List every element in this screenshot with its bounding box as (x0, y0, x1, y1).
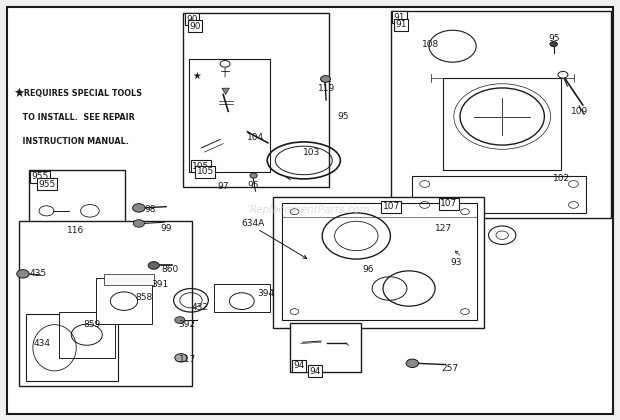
Text: 391: 391 (151, 280, 169, 289)
Text: 955: 955 (32, 172, 49, 181)
Text: 103: 103 (303, 147, 320, 157)
FancyBboxPatch shape (391, 10, 611, 218)
Text: 109: 109 (571, 107, 588, 116)
Text: 97: 97 (218, 182, 229, 192)
Text: ★: ★ (193, 71, 202, 81)
Text: 95: 95 (338, 112, 349, 121)
Text: 392: 392 (179, 320, 196, 329)
Text: INSTRUCTION MANUAL.: INSTRUCTION MANUAL. (17, 137, 129, 147)
Text: 102: 102 (552, 174, 570, 183)
Text: 95: 95 (247, 181, 259, 190)
Polygon shape (222, 88, 229, 95)
Text: 98: 98 (144, 205, 156, 215)
Text: 99: 99 (161, 224, 172, 233)
Circle shape (17, 270, 29, 278)
Circle shape (148, 262, 159, 269)
Text: 394: 394 (257, 289, 274, 298)
FancyBboxPatch shape (282, 203, 477, 320)
Text: 859: 859 (83, 320, 100, 329)
Text: 90: 90 (186, 15, 198, 24)
FancyBboxPatch shape (29, 170, 125, 235)
Circle shape (250, 173, 257, 178)
Text: 955: 955 (38, 180, 56, 189)
FancyBboxPatch shape (273, 197, 484, 328)
Text: 95: 95 (548, 34, 559, 43)
Text: 93: 93 (450, 258, 461, 267)
Text: 104: 104 (247, 133, 264, 142)
Circle shape (175, 317, 185, 323)
Text: 858: 858 (136, 293, 153, 302)
FancyBboxPatch shape (59, 312, 115, 358)
Text: 127: 127 (435, 224, 452, 234)
Text: 94: 94 (309, 367, 321, 375)
Circle shape (321, 76, 330, 82)
Text: 108: 108 (422, 40, 439, 50)
Text: 116: 116 (67, 226, 84, 235)
FancyBboxPatch shape (290, 323, 361, 372)
Text: 94: 94 (293, 361, 304, 370)
FancyBboxPatch shape (19, 220, 192, 386)
FancyBboxPatch shape (26, 314, 118, 381)
FancyBboxPatch shape (7, 7, 613, 414)
FancyBboxPatch shape (96, 278, 152, 324)
Text: 634A: 634A (241, 219, 265, 228)
Circle shape (550, 42, 557, 47)
Text: 432: 432 (191, 303, 208, 312)
Text: 91: 91 (394, 13, 405, 21)
Text: 107: 107 (383, 202, 400, 211)
Text: 96: 96 (363, 265, 374, 274)
Text: 434: 434 (33, 339, 51, 348)
Text: ReplacementParts.com: ReplacementParts.com (250, 205, 370, 215)
Circle shape (406, 359, 419, 368)
Text: TO INSTALL.  SEE REPAIR: TO INSTALL. SEE REPAIR (17, 113, 135, 122)
Text: 257: 257 (441, 364, 458, 373)
Text: * REQUIRES SPECIAL TOOLS: * REQUIRES SPECIAL TOOLS (17, 89, 143, 98)
Circle shape (558, 71, 568, 78)
Circle shape (133, 220, 144, 227)
Text: 90: 90 (189, 22, 201, 31)
FancyBboxPatch shape (104, 274, 154, 285)
Text: 105: 105 (192, 162, 210, 171)
Text: 105: 105 (197, 167, 214, 176)
FancyBboxPatch shape (412, 176, 586, 213)
Circle shape (133, 204, 145, 212)
Text: 107: 107 (440, 200, 458, 208)
Text: ★: ★ (14, 87, 25, 100)
FancyBboxPatch shape (214, 284, 270, 312)
Text: 860: 860 (162, 265, 179, 274)
Text: 119: 119 (318, 84, 335, 93)
FancyBboxPatch shape (189, 59, 270, 172)
FancyBboxPatch shape (443, 78, 561, 170)
Text: 435: 435 (30, 269, 47, 278)
Circle shape (175, 354, 187, 362)
Text: 117: 117 (179, 354, 196, 364)
FancyBboxPatch shape (183, 13, 329, 187)
Text: 91: 91 (396, 20, 407, 29)
